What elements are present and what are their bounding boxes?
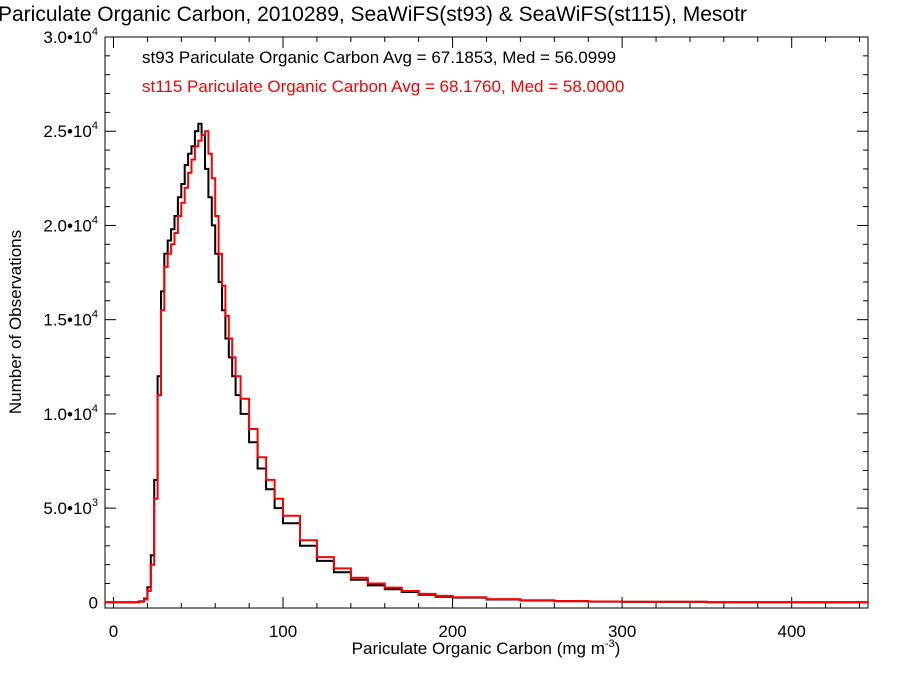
legend-entry-st115: st115 Pariculate Organic Carbon Avg = 68… bbox=[142, 77, 624, 96]
y-tick-label-exponent: 4 bbox=[92, 26, 98, 38]
x-tick-label: 200 bbox=[438, 622, 466, 641]
y-tick-label: 5.0•103 bbox=[43, 497, 98, 518]
legend-entry-st93: st93 Pariculate Organic Carbon Avg = 67.… bbox=[142, 48, 616, 67]
x-axis: 0 100 200 300 400 bbox=[109, 37, 861, 641]
y-tick-label-mantissa: 5.0•10 bbox=[43, 499, 92, 518]
y-axis: 05.0•1031.0•1041.5•1042.0•1042.5•1043.0•… bbox=[43, 26, 868, 612]
x-axis-label-end: ) bbox=[615, 639, 621, 658]
x-axis-label: Pariculate Organic Carbon (mg m-3) bbox=[352, 638, 621, 658]
y-tick-label-mantissa: 2.5•10 bbox=[43, 122, 92, 141]
y-tick-label-exponent: 4 bbox=[92, 309, 98, 321]
y-tick-label-exponent: 4 bbox=[92, 120, 98, 132]
y-tick-label: 0 bbox=[89, 593, 98, 612]
y-tick-label: 1.0•104 bbox=[43, 403, 98, 424]
series-line-st115 bbox=[105, 130, 869, 604]
y-tick-label: 3.0•104 bbox=[43, 26, 98, 47]
y-tick-label-mantissa: 1.0•10 bbox=[43, 405, 92, 424]
series-layer bbox=[105, 122, 869, 604]
series-line-st93 bbox=[105, 122, 868, 604]
x-axis-label-superscript: -3 bbox=[605, 638, 615, 650]
x-tick-label: 0 bbox=[109, 622, 118, 641]
x-tick-label: 300 bbox=[608, 622, 636, 641]
plot-frame bbox=[104, 36, 869, 609]
y-tick-label-mantissa: 0 bbox=[89, 593, 98, 612]
y-tick-label-exponent: 4 bbox=[92, 403, 98, 415]
x-tick-label: 100 bbox=[269, 622, 297, 641]
legend: st93 Pariculate Organic Carbon Avg = 67.… bbox=[142, 48, 624, 96]
y-tick-label-mantissa: 2.0•10 bbox=[43, 216, 92, 235]
y-tick-label-mantissa: 1.5•10 bbox=[43, 311, 92, 330]
y-tick-label: 2.0•104 bbox=[43, 214, 98, 235]
y-axis-label: Number of Observations bbox=[6, 230, 25, 414]
chart-title: Pariculate Organic Carbon, 2010289, SeaW… bbox=[0, 3, 747, 26]
x-axis-label-main: Pariculate Organic Carbon (mg m bbox=[352, 639, 605, 658]
y-tick-label: 2.5•104 bbox=[43, 120, 98, 141]
y-tick-label-mantissa: 3.0•10 bbox=[43, 28, 92, 47]
x-tick-label: 400 bbox=[778, 622, 806, 641]
y-tick-label: 1.5•104 bbox=[43, 309, 98, 330]
y-tick-label-exponent: 3 bbox=[92, 497, 98, 509]
y-tick-label-exponent: 4 bbox=[92, 214, 98, 226]
